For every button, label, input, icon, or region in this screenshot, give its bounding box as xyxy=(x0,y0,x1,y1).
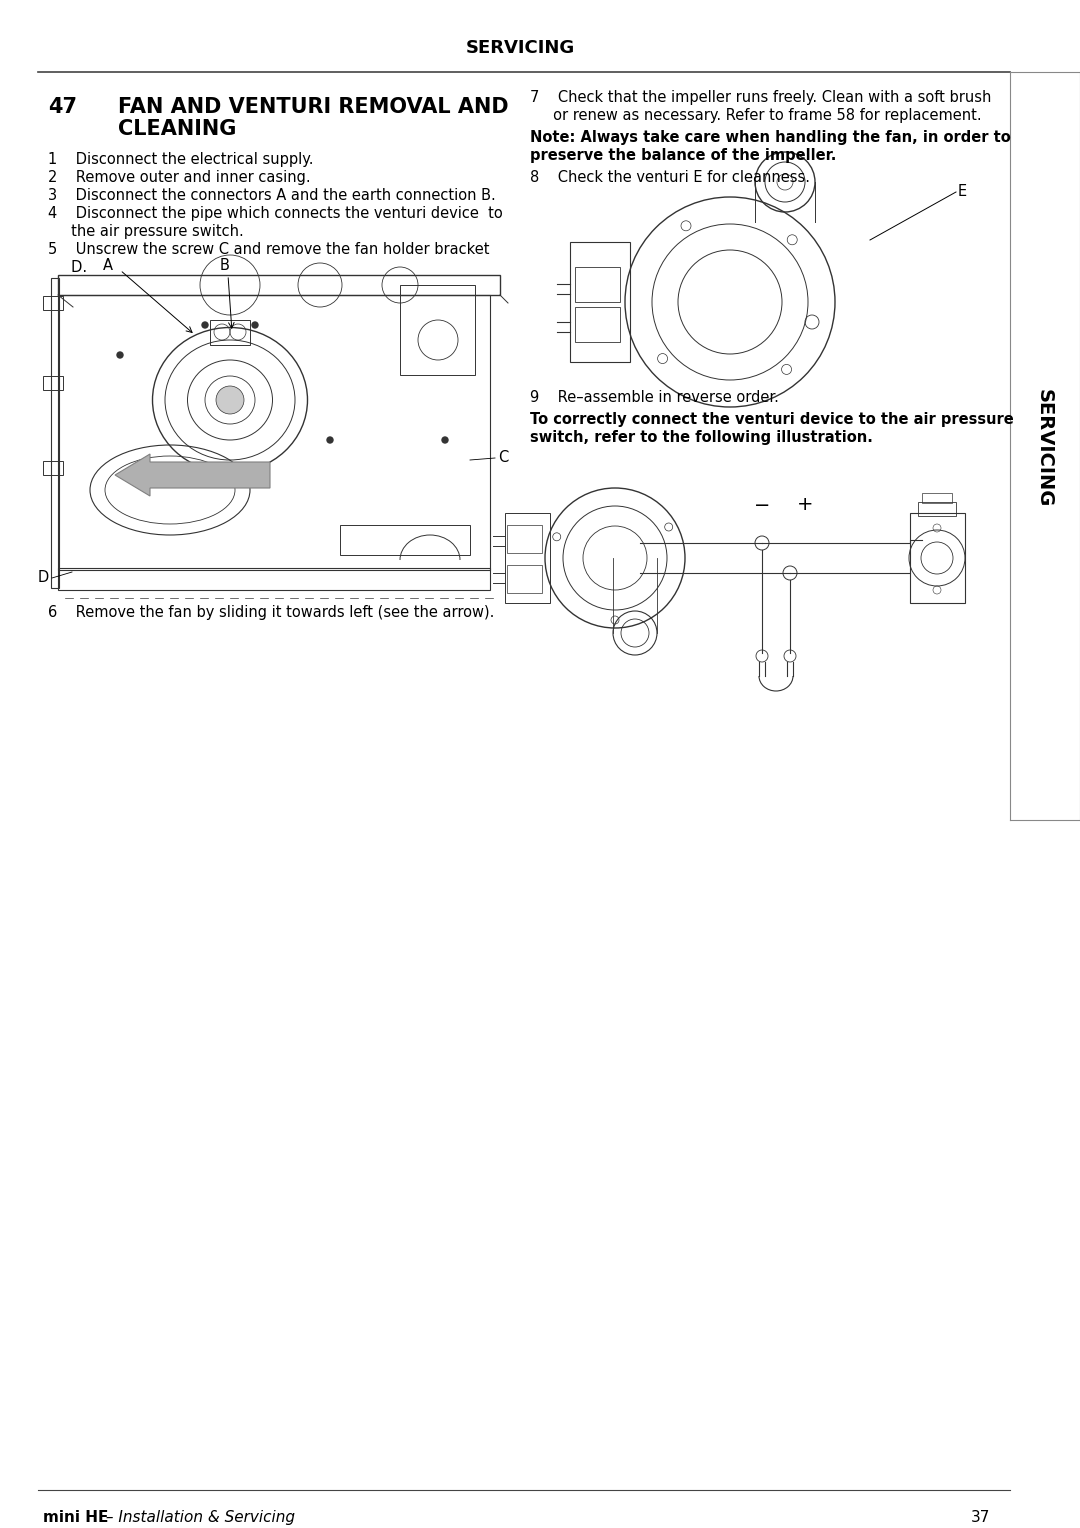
Text: 6    Remove the fan by sliding it towards left (see the arrow).: 6 Remove the fan by sliding it towards l… xyxy=(48,605,495,620)
Bar xyxy=(43,376,63,390)
Bar xyxy=(575,307,620,342)
Bar xyxy=(43,296,63,310)
FancyArrow shape xyxy=(114,454,270,497)
Text: or renew as necessary. Refer to frame 58 for replacement.: or renew as necessary. Refer to frame 58… xyxy=(530,108,982,122)
Text: SERVICING: SERVICING xyxy=(465,40,575,57)
Text: 3    Disconnect the connectors A and the earth connection B.: 3 Disconnect the connectors A and the ea… xyxy=(48,188,496,203)
Bar xyxy=(575,267,620,303)
Bar xyxy=(910,513,966,604)
Text: – Installation & Servicing: – Installation & Servicing xyxy=(102,1510,295,1525)
Bar xyxy=(340,526,470,555)
Text: +: + xyxy=(797,495,813,515)
Bar xyxy=(51,278,59,588)
Text: 37: 37 xyxy=(971,1510,990,1525)
Circle shape xyxy=(252,322,258,329)
Text: preserve the balance of the impeller.: preserve the balance of the impeller. xyxy=(530,148,836,163)
Bar xyxy=(58,568,490,590)
Text: To correctly connect the venturi device to the air pressure: To correctly connect the venturi device … xyxy=(530,413,1014,426)
Bar xyxy=(507,565,542,593)
Text: B: B xyxy=(220,258,230,272)
Circle shape xyxy=(442,437,448,443)
Bar xyxy=(58,275,500,295)
Bar xyxy=(43,461,63,475)
Text: 4    Disconnect the pipe which connects the venturi device  to: 4 Disconnect the pipe which connects the… xyxy=(48,206,503,222)
Circle shape xyxy=(327,437,333,443)
Text: Note: Always take care when handling the fan, in order to: Note: Always take care when handling the… xyxy=(530,130,1011,145)
Text: 5    Unscrew the screw C and remove the fan holder bracket: 5 Unscrew the screw C and remove the fan… xyxy=(48,241,489,257)
Text: 7    Check that the impeller runs freely. Clean with a soft brush: 7 Check that the impeller runs freely. C… xyxy=(530,90,991,105)
Text: −: − xyxy=(754,495,770,515)
Text: E: E xyxy=(958,185,967,200)
Text: 1    Disconnect the electrical supply.: 1 Disconnect the electrical supply. xyxy=(48,151,313,167)
Bar xyxy=(400,286,475,374)
Text: D: D xyxy=(38,570,50,585)
Text: mini HE: mini HE xyxy=(43,1510,108,1525)
Circle shape xyxy=(216,387,244,414)
Text: CLEANING: CLEANING xyxy=(118,119,237,139)
Text: FAN AND VENTURI REMOVAL AND: FAN AND VENTURI REMOVAL AND xyxy=(118,96,509,118)
Text: A: A xyxy=(103,258,113,272)
Text: SERVICING: SERVICING xyxy=(1035,388,1053,507)
Bar xyxy=(922,494,951,503)
Text: 47: 47 xyxy=(48,96,77,118)
Bar xyxy=(507,526,542,553)
Text: switch, refer to the following illustration.: switch, refer to the following illustrat… xyxy=(530,429,873,445)
Text: 8    Check the venturi E for cleanness.: 8 Check the venturi E for cleanness. xyxy=(530,170,810,185)
Text: D.: D. xyxy=(48,260,87,275)
Text: C: C xyxy=(498,451,509,466)
Bar xyxy=(58,295,490,570)
Text: the air pressure switch.: the air pressure switch. xyxy=(48,225,244,238)
Text: 9    Re–assemble in reverse order.: 9 Re–assemble in reverse order. xyxy=(530,390,779,405)
Circle shape xyxy=(202,322,208,329)
Text: 2    Remove outer and inner casing.: 2 Remove outer and inner casing. xyxy=(48,170,311,185)
Circle shape xyxy=(117,351,123,358)
Bar xyxy=(570,241,630,362)
Bar xyxy=(210,319,249,345)
Bar xyxy=(918,503,956,516)
Bar xyxy=(505,513,550,604)
